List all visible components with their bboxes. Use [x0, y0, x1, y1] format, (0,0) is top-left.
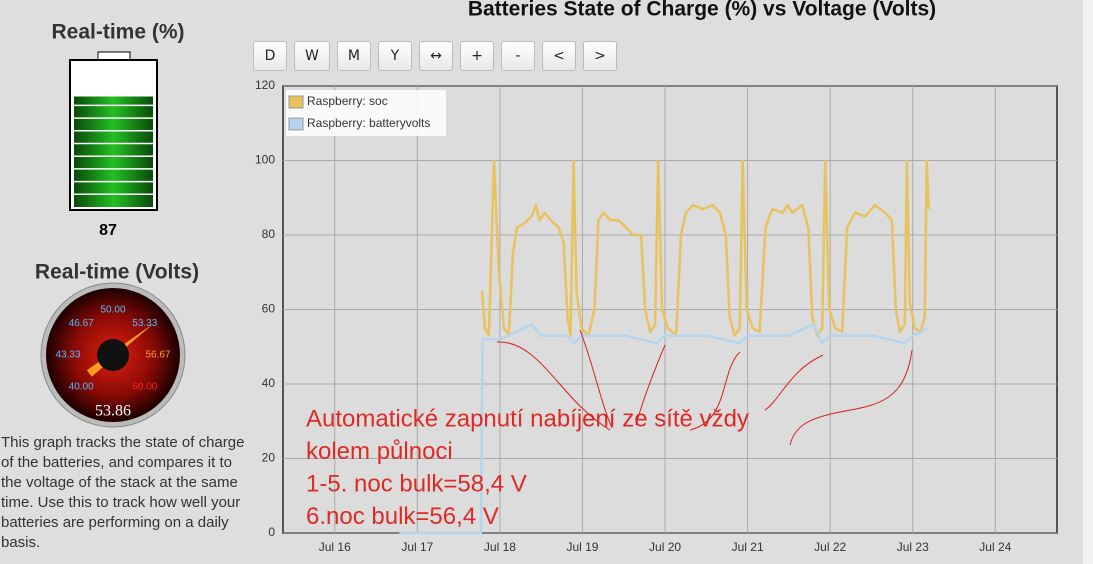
x-tick-label: Jul 16	[319, 540, 351, 554]
description: This graph tracks the state of charge of…	[1, 434, 245, 551]
y-tick-label: 100	[255, 153, 275, 167]
toolbar-button[interactable]: >	[582, 41, 617, 71]
y-tick-label: 60	[262, 302, 276, 316]
x-tick-label: Jul 21	[732, 540, 764, 554]
toolbar-button[interactable]: M	[336, 41, 371, 71]
battery-level	[74, 96, 153, 207]
gauge-tick-label: 40.00	[69, 381, 94, 392]
series-line	[399, 323, 930, 535]
legend-swatch	[288, 95, 304, 109]
soc-value: 87	[99, 222, 117, 239]
y-tick-label: 0	[268, 525, 275, 539]
scrollbar	[1083, 0, 1093, 564]
x-tick-label: Jul 18	[484, 540, 516, 554]
annotation: 1-5. noc bulk=58,4 V	[306, 470, 527, 497]
legend-swatch	[288, 117, 304, 131]
annotation: kolem půlnoci	[306, 438, 453, 465]
x-tick-label: Jul 24	[979, 540, 1011, 554]
toolbar-button[interactable]: ↔	[418, 41, 453, 71]
hand-drawn-arrows	[496, 329, 913, 446]
x-tick-label: Jul 19	[566, 540, 598, 554]
toolbar: D W M Y ↔ + - < >	[253, 41, 617, 71]
annotation: 6.noc bulk=56,4 V	[306, 503, 499, 530]
gauge-tick-label: 46.67	[69, 318, 94, 329]
legend-label: Raspberry: batteryvolts	[307, 116, 430, 130]
x-tick-label: Jul 17	[401, 540, 433, 554]
legend-box	[286, 90, 446, 136]
gauge-value: 53.86	[95, 403, 131, 420]
toolbar-button[interactable]: D	[253, 41, 287, 71]
x-tick-label: Jul 22	[814, 540, 846, 554]
y-tick-label: 20	[262, 451, 276, 465]
gauge-tick-label: 60.00	[132, 381, 157, 392]
gauge-hub	[97, 339, 129, 371]
volts-title: Real-time (Volts)	[35, 261, 199, 284]
chart-title: Batteries State of Charge (%) vs Voltage…	[468, 0, 936, 21]
annotation: Automatické zapnutí nabíjení ze sítě vžd…	[306, 405, 749, 432]
legend-label: Raspberry: soc	[307, 94, 388, 108]
toolbar-button[interactable]: W	[294, 41, 330, 71]
gauge-tick-label: 53.33	[132, 318, 157, 329]
toolbar-button[interactable]: -	[500, 41, 535, 71]
toolbar-button[interactable]: Y	[377, 41, 412, 71]
y-tick-label: 120	[255, 78, 275, 92]
gauge-tick-label: 56.67	[145, 350, 170, 361]
toolbar-button[interactable]: <	[541, 41, 576, 71]
x-tick-label: Jul 20	[649, 540, 681, 554]
series-line	[480, 159, 930, 337]
gauge-tick-label: 50.00	[100, 305, 125, 316]
y-tick-label: 40	[262, 376, 276, 390]
gauge-tick-label: 43.33	[55, 350, 80, 361]
toolbar-button[interactable]: +	[459, 41, 494, 71]
y-tick-label: 80	[262, 227, 276, 241]
x-tick-label: Jul 23	[897, 540, 929, 554]
soc-title: Real-time (%)	[51, 21, 184, 44]
